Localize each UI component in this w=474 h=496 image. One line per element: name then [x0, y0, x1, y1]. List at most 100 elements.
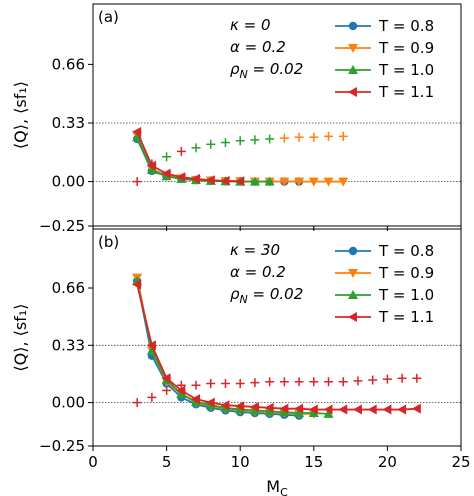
y-tick-label: 0.66: [52, 55, 85, 73]
sf-point: [147, 392, 157, 402]
data-point-2: [249, 405, 260, 415]
sf-point: [338, 131, 348, 141]
legend-entry-0: T = 0.8: [378, 17, 434, 35]
data-point-3: [220, 400, 230, 411]
sf-point: [368, 375, 378, 385]
x-tick-label: 5: [162, 453, 172, 471]
data-point-3: [235, 176, 245, 187]
data-point-2: [176, 388, 187, 398]
x-axis-label: MC: [266, 477, 288, 496]
data-point-3: [220, 175, 230, 186]
data-point-2: [264, 176, 275, 186]
data-point-2: [294, 408, 305, 418]
series-line-0: [136, 138, 300, 183]
param-2: ρN = 0.02: [230, 60, 303, 81]
data-point-1: [308, 177, 319, 187]
data-point-3: [205, 397, 215, 408]
data-point-3: [161, 373, 171, 384]
sf-point: [191, 143, 201, 153]
param-2: ρN = 0.02: [230, 285, 303, 306]
data-point-3: [176, 172, 186, 183]
data-point-3: [367, 404, 377, 415]
param-1: α = 0.2: [230, 38, 286, 56]
data-point-3: [264, 402, 274, 413]
data-point-2: [308, 408, 319, 418]
legend-marker-2: [348, 65, 358, 74]
data-point-1: [279, 177, 290, 187]
data-point-3: [205, 175, 215, 186]
sf-point: [162, 152, 172, 162]
legend-marker-1: [348, 269, 358, 278]
y-tick-label: −0.25: [39, 437, 85, 455]
sf-point: [265, 377, 275, 387]
legend-entry-1: T = 0.9: [378, 264, 434, 282]
x-tick-label: 0: [88, 453, 98, 471]
axes-frame: [92, 3, 462, 227]
data-point-2: [323, 408, 334, 418]
panel-label: (b): [98, 233, 119, 251]
y-tick-label: −0.25: [39, 217, 85, 235]
sf-point: [309, 377, 319, 387]
data-point-3: [382, 404, 392, 415]
legend-marker-0: [348, 21, 358, 31]
data-point-3: [323, 404, 333, 415]
legend-marker-2: [348, 290, 358, 299]
param-1: α = 0.2: [230, 263, 286, 281]
param-0: κ = 30: [230, 241, 280, 259]
sf-point: [206, 379, 216, 389]
legend: T = 0.8 T = 0.9 T = 1.0 T = 1.1: [335, 17, 434, 101]
legend-entry-1: T = 0.9: [378, 39, 434, 57]
sf-point: [294, 377, 304, 387]
data-point-3: [411, 403, 421, 414]
plot-area: [132, 126, 349, 187]
sf-point: [338, 377, 348, 387]
panel-label: (a): [98, 8, 119, 26]
data-point-1: [338, 177, 349, 187]
y-axis-label: ⟨Q⟩, ⟨sf₁⟩: [11, 303, 30, 371]
sf-point: [235, 136, 245, 146]
legend-marker-1: [348, 44, 358, 53]
sf-point: [279, 377, 289, 387]
sf-point: [220, 379, 230, 389]
sf-point: [265, 134, 275, 144]
y-tick-label: 0.00: [52, 394, 85, 412]
x-tick-label: 10: [231, 453, 250, 471]
data-point-3: [235, 401, 245, 412]
axes-frame: [92, 228, 462, 447]
data-point-3: [249, 401, 259, 412]
sf-point: [191, 380, 201, 390]
data-point-2: [249, 176, 260, 186]
sf-point: [324, 377, 334, 387]
sf-point: [412, 373, 422, 383]
data-point-3: [338, 404, 348, 415]
y-tick-label: 0.00: [52, 173, 85, 191]
x-tick-label: 15: [304, 453, 323, 471]
y-tick-label: 0.66: [52, 279, 85, 297]
data-point-3: [352, 404, 362, 415]
sf-point: [294, 132, 304, 142]
legend-marker-3: [348, 312, 357, 322]
plot-area: [132, 273, 422, 420]
sf-point: [279, 133, 289, 143]
data-point-1: [323, 177, 334, 187]
data-point-3: [294, 403, 304, 414]
data-point-3: [308, 404, 318, 415]
y-axis-label: ⟨Q⟩, ⟨sf₁⟩: [11, 81, 30, 149]
data-point-3: [161, 168, 171, 179]
data-point-2: [279, 407, 290, 417]
data-point-3: [132, 279, 142, 290]
sf-point: [382, 374, 392, 384]
legend-entry-2: T = 1.0: [378, 286, 434, 304]
data-point-3: [191, 173, 201, 184]
legend-entry-0: T = 0.8: [378, 242, 434, 260]
param-0: κ = 0: [230, 16, 271, 34]
series-line-2: [136, 136, 270, 183]
data-point-3: [397, 404, 407, 415]
legend-entry-3: T = 1.1: [378, 83, 434, 101]
data-point-3: [191, 394, 201, 405]
sf-point: [309, 132, 319, 142]
sf-point: [132, 398, 142, 408]
legend-marker-3: [348, 87, 357, 97]
data-point-3: [176, 385, 186, 396]
